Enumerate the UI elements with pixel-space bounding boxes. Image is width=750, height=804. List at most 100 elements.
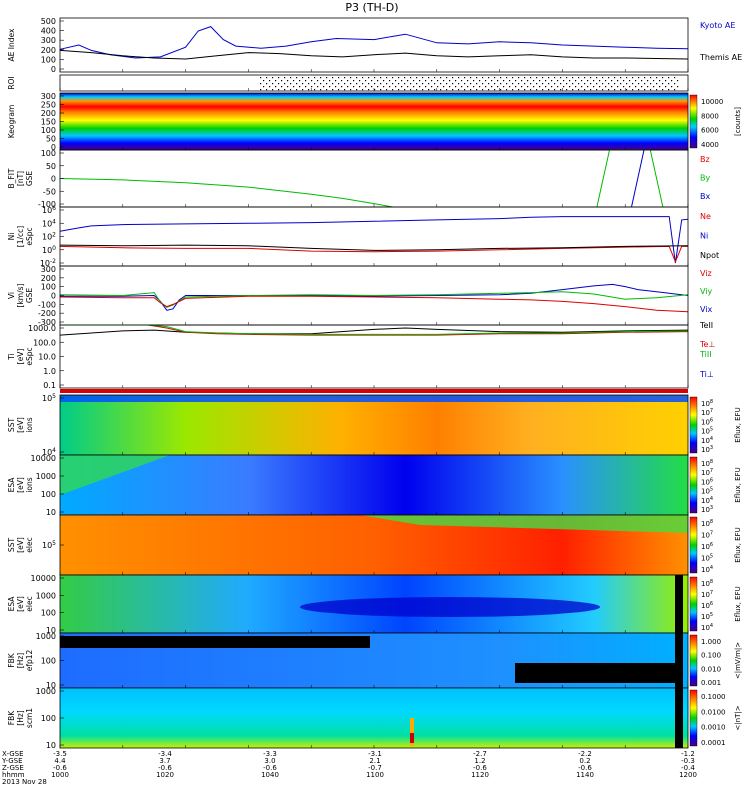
footer-col-4-t: 1120 [471, 771, 489, 779]
roi-dot [488, 83, 490, 85]
bfit-legend-2: Bx [700, 192, 710, 201]
roi-dot [515, 86, 517, 88]
roi-dot [602, 89, 604, 91]
ni-frame [59, 206, 689, 267]
roi-dot [494, 89, 496, 91]
roi-dot [596, 77, 598, 79]
footer-label-0: X-GSE [2, 750, 24, 758]
roi-dot [515, 80, 517, 82]
roi-dot [659, 80, 661, 82]
esa1-ylabel-1: [eV] [16, 477, 25, 493]
roi-dot [494, 83, 496, 85]
roi-dot [314, 77, 316, 79]
roi-dot [368, 83, 370, 85]
roi-dot [614, 89, 616, 91]
roi-dot [476, 89, 478, 91]
footer-col-1-t: 1020 [156, 771, 174, 779]
roi-dot [587, 80, 589, 82]
roi-dot [437, 86, 439, 88]
roi-dot [656, 77, 658, 79]
fbk1-gap [675, 633, 683, 688]
roi-dot [500, 89, 502, 91]
vi-ytick-2: 100 [41, 283, 56, 292]
keogram-ylabel-0: Keogram [7, 105, 16, 139]
roi-dot [410, 77, 412, 79]
roi-dot [458, 83, 460, 85]
roi-dot [467, 86, 469, 88]
fbk2-ytick-0: 1000 [36, 687, 56, 696]
sst1-spectrogram [60, 395, 688, 455]
ae-frame [59, 17, 689, 73]
roi-dot [668, 83, 670, 85]
roi-dot [488, 77, 490, 79]
roi-dot [452, 83, 454, 85]
footer-label-3: hhmm [2, 771, 25, 779]
roi-dot [428, 83, 430, 85]
roi-dot [533, 80, 535, 82]
fbk2-cbtick-1: 0.0100 [701, 708, 726, 716]
roi-dot [518, 83, 520, 85]
bfit-ytick-4: -100 [38, 200, 56, 209]
roi-dot [296, 77, 298, 79]
keogram-ytick-6: 0 [51, 143, 56, 152]
roi-dot [491, 86, 493, 88]
ti-ylabel-2: eSpc [25, 347, 34, 365]
roi-dot [422, 77, 424, 79]
roi-dot [638, 77, 640, 79]
roi-dot [281, 86, 283, 88]
footer-col-3-y: 2.1 [369, 757, 380, 765]
roi-dot [356, 83, 358, 85]
bfit-ytick-0: 100 [41, 149, 56, 158]
roi-dot [446, 83, 448, 85]
fbk1-ytick-1: 100 [41, 657, 56, 666]
roi-dot [557, 80, 559, 82]
roi-dot [626, 83, 628, 85]
roi-dot [263, 80, 265, 82]
bfit-ylabel-1: [nT] [16, 171, 25, 186]
ae-ytick-5: 0 [51, 65, 56, 74]
roi-dot [329, 80, 331, 82]
keogram-ytick-2: 200 [41, 109, 56, 118]
sst1-top-band [60, 395, 688, 402]
roi-dot [620, 83, 622, 85]
roi-dot [461, 80, 463, 82]
roi-dot [269, 86, 271, 88]
roi-dot [326, 77, 328, 79]
roi-dot [338, 89, 340, 91]
roi-dot [551, 86, 553, 88]
fbk1-cbtick-1: 0.100 [701, 652, 721, 660]
footer-col-3-t: 1100 [366, 771, 384, 779]
roi-dot [272, 77, 274, 79]
roi-dot [638, 89, 640, 91]
roi-dot [401, 86, 403, 88]
roi-dot [572, 83, 574, 85]
roi-dot [530, 83, 532, 85]
esa1-colorbar-label: Eflux, EFU [734, 467, 742, 502]
keogram-ytick-4: 100 [41, 126, 56, 135]
footer-col-4-y: 1.2 [474, 757, 485, 765]
ae-series-0 [59, 26, 689, 59]
roi-dot [644, 89, 646, 91]
ni-ytick-4: 10-2 [40, 258, 56, 268]
fbk1-ylabel-0: FBK [7, 652, 16, 667]
roi-dot [671, 86, 673, 88]
roi-dot [545, 80, 547, 82]
ni-series-2 [59, 244, 689, 251]
roi-dot [371, 86, 373, 88]
bfit-series-2 [631, 149, 645, 208]
esa1-ylabel-0: ESA [7, 477, 16, 493]
roi-dot [656, 89, 658, 91]
roi-dot [380, 83, 382, 85]
roi-dot [563, 80, 565, 82]
roi-dot [548, 77, 550, 79]
fbk2-ylabel-0: FBK [7, 710, 16, 725]
roi-dot [308, 89, 310, 91]
footer-col-0-y: 4.4 [54, 757, 66, 765]
vi-legend-2: Vix [700, 305, 713, 314]
sst2-ylabel-2: elec [25, 537, 34, 552]
roi-dot [593, 86, 595, 88]
roi-dot [581, 80, 583, 82]
esa2-ylabel-1: [eV] [16, 596, 25, 612]
esa1-cbtick-1: 107 [701, 468, 713, 477]
